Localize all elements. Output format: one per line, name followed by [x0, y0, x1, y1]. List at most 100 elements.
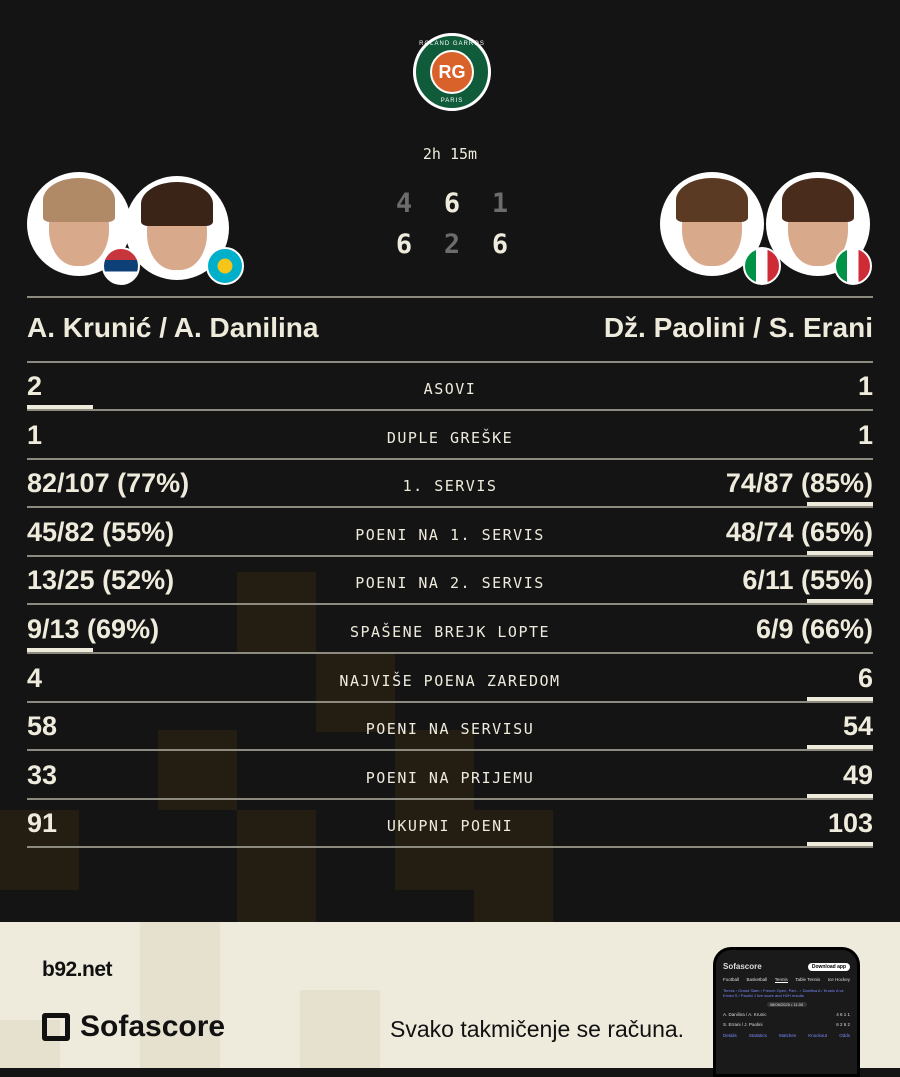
home-stat-value: 33	[27, 759, 58, 790]
set-score: 2	[443, 229, 461, 260]
set-score: 4	[395, 188, 413, 219]
match-duration: 2h 15m	[422, 145, 478, 163]
set-score: 1	[491, 188, 509, 219]
leader-bar	[807, 793, 873, 799]
leader-bar	[807, 599, 873, 605]
bg-square	[237, 810, 316, 922]
phone-brand: Sofascore	[723, 962, 762, 971]
bg-square	[158, 730, 237, 810]
away-stat-value: 6	[857, 662, 873, 693]
home-stat-value: 58	[27, 711, 58, 742]
stat-row: 13/25 (52%) POENI NA 2. SERVIS 6/11 (55%…	[27, 557, 873, 605]
phone-tab[interactable]: Table Tennis	[795, 977, 821, 982]
set-score: 6	[491, 229, 509, 260]
away-stat-value: 103	[827, 808, 873, 839]
phone-nav-item[interactable]: Odds	[839, 1033, 850, 1038]
phone-tab[interactable]: Football	[723, 977, 740, 982]
player-avatar-paolini	[660, 172, 764, 276]
divider	[27, 652, 873, 654]
phone-nav-item[interactable]: Knockout	[808, 1033, 828, 1038]
home-stat-value: 9/13 (69%)	[27, 614, 160, 644]
stat-label: UKUPNI POENI	[386, 817, 514, 836]
stat-row: 82/107 (77%) 1. SERVIS 74/87 (85%)	[27, 460, 873, 508]
bg-square	[474, 810, 553, 922]
sofascore-icon	[42, 1013, 70, 1041]
phone-tab[interactable]: Tennis	[774, 977, 788, 983]
stat-label: NAJVIŠE POENA ZAREDOM	[339, 671, 561, 690]
phone-team: A. Danilina / A. Krunic	[723, 1012, 767, 1017]
slogan: Svako takmičenje se računa.	[390, 1016, 685, 1042]
leader-bar	[807, 842, 873, 848]
divider	[27, 506, 873, 509]
phone-team: S. Errani / J. Paolini	[723, 1022, 763, 1027]
leader-bar	[27, 648, 93, 653]
divider	[27, 361, 873, 363]
home-stat-value: 2	[27, 371, 43, 401]
phone-nav-item[interactable]: Statistics	[748, 1033, 767, 1038]
phone-date: 08/06/2025 • 11:00	[766, 1002, 807, 1007]
home-stat-value: 82/107 (77%)	[27, 468, 190, 499]
footer: b92.net Sofascore Svako takmičenje se ra…	[0, 922, 900, 1077]
stat-row: 45/82 (55%) POENI NA 1. SERVIS 48/74 (65…	[27, 509, 873, 557]
stat-row: 1 DUPLE GREŠKE 1	[27, 412, 873, 460]
divider	[27, 700, 873, 703]
b92-logo: b92.net	[42, 958, 113, 981]
away-set-scores: 6 2 6	[392, 229, 512, 260]
phone-tab[interactable]: Basketball	[746, 977, 768, 982]
stat-label: POENI NA 1. SERVIS	[355, 525, 545, 544]
phone-nav-item[interactable]: Matches	[779, 1033, 797, 1038]
away-team-names: Dž. Paolini / S. Erani	[603, 312, 873, 343]
leader-bar	[807, 745, 873, 751]
italy-flag-icon	[743, 247, 781, 285]
away-stat-value: 54	[842, 711, 873, 742]
sofascore-logo: Sofascore	[42, 1010, 225, 1044]
phone-nav-item[interactable]: Details	[723, 1033, 737, 1038]
stat-label: POENI NA SERVISU	[365, 720, 535, 739]
divider	[27, 296, 873, 298]
download-app-button[interactable]: Download app	[807, 962, 850, 971]
stat-row: 9/13 (69%) SPAŠENE BREJK LOPTE 6/9 (66%)	[27, 606, 873, 654]
phone-mockup: Sofascore Download app Football Basketbal…	[713, 947, 860, 1077]
home-stat-value: 45/82 (55%)	[27, 516, 175, 547]
phone-breadcrumb: Tennis › Grand Slam › French Open, Pari.…	[723, 988, 844, 998]
home-set-scores: 4 6 1	[392, 188, 512, 219]
stat-row: 58 POENI NA SERVISU 54	[27, 703, 873, 751]
stat-label: POENI NA 2. SERVIS	[355, 574, 545, 593]
bg-square	[316, 652, 395, 732]
phone-score: 6 2 6 2	[836, 1022, 850, 1027]
home-stat-value: 91	[27, 808, 58, 839]
stat-row: 33 POENI NA PRIJEMU 49	[27, 752, 873, 800]
divider	[27, 554, 873, 557]
stat-label: ASOVI	[423, 380, 477, 398]
away-stat-value: 1	[857, 371, 873, 401]
divider	[27, 797, 873, 800]
stat-label: DUPLE GREŠKE	[386, 428, 514, 447]
stat-row: 4 NAJVIŠE POENA ZAREDOM 6	[27, 655, 873, 703]
home-team-names: A. Krunić / A. Danilina	[27, 312, 319, 343]
leader-bar	[807, 550, 873, 556]
set-score: 6	[443, 188, 461, 219]
italy-flag-icon	[834, 247, 872, 285]
set-score: 6	[395, 229, 413, 260]
bg-square	[237, 572, 316, 652]
roland-garros-logo: ROLAND GARROS RG PARIS	[413, 33, 491, 111]
home-stat-value: 1	[27, 419, 43, 450]
stat-label: POENI NA PRIJEMU	[365, 768, 535, 787]
leader-bar	[807, 696, 873, 702]
player-avatar-krunic	[27, 172, 131, 276]
kazakhstan-flag-icon	[206, 247, 244, 285]
stat-row: 91 UKUPNI POENI 103	[27, 800, 873, 848]
leader-bar	[27, 405, 93, 410]
away-stat-value: 49	[842, 759, 873, 790]
phone-score: 4 6 1 1	[836, 1012, 850, 1017]
leader-bar	[807, 502, 873, 508]
phone-tab[interactable]: Ice Hockey	[827, 977, 850, 982]
stat-row: 2 ASOVI 1	[27, 363, 873, 411]
divider	[27, 457, 873, 460]
divider	[27, 603, 873, 606]
away-stat-value: 6/11 (55%)	[742, 565, 873, 596]
divider	[27, 409, 873, 411]
stat-label: 1. SERVIS	[402, 477, 498, 496]
away-stat-value: 6/9 (66%)	[755, 614, 873, 644]
away-stat-value: 74/87 (85%)	[725, 468, 873, 499]
